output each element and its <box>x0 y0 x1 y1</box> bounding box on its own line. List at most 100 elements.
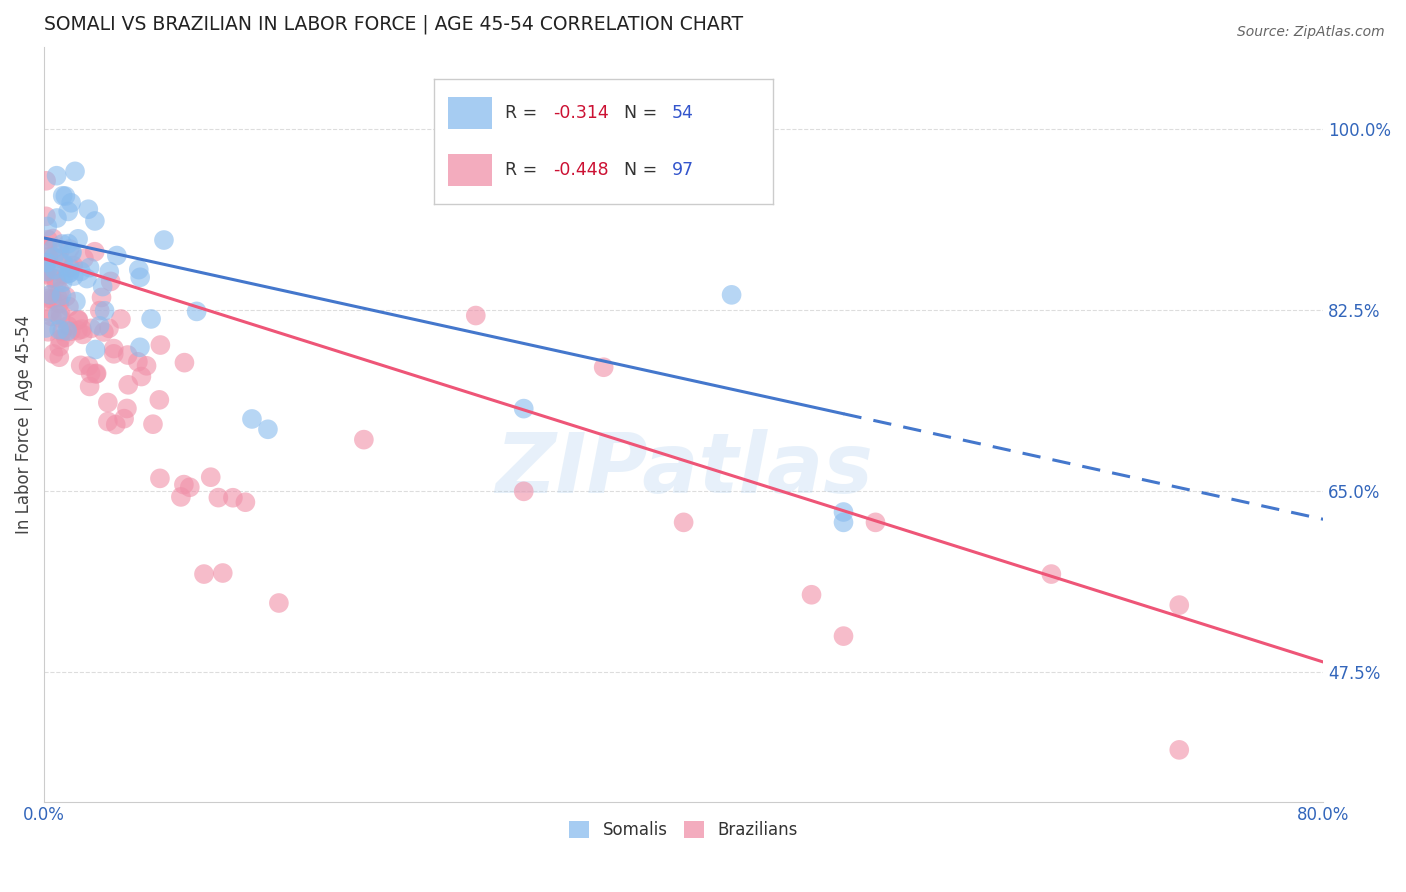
Point <box>35 210 58 224</box>
Point <box>39 305 62 319</box>
Point <box>55 330 77 344</box>
Point <box>84 367 107 381</box>
Point <box>79 260 101 275</box>
Point <box>45 277 67 291</box>
Point <box>77 202 100 217</box>
Point <box>79 379 101 393</box>
Point <box>38 287 60 301</box>
Point <box>100 274 122 288</box>
Point <box>105 248 128 262</box>
Point <box>84 343 107 357</box>
Point <box>112 411 135 425</box>
Point <box>131 369 153 384</box>
Point <box>129 340 152 354</box>
Point <box>1168 743 1191 757</box>
Point <box>46 308 69 322</box>
Point <box>832 629 855 643</box>
Point <box>103 342 125 356</box>
Point <box>211 566 233 580</box>
Point <box>222 491 245 505</box>
Point <box>35 264 58 278</box>
Point <box>1040 567 1063 582</box>
Point <box>35 321 58 335</box>
Y-axis label: In Labor Force | Age 45-54: In Labor Force | Age 45-54 <box>15 315 32 533</box>
Point <box>865 516 887 530</box>
Point <box>89 318 111 333</box>
Point <box>52 268 75 282</box>
Point <box>46 291 69 305</box>
Point <box>513 484 536 499</box>
Point <box>37 292 59 306</box>
Point <box>207 491 229 505</box>
Point <box>127 355 149 369</box>
Point <box>179 480 201 494</box>
Legend: Somalis, Brazilians: Somalis, Brazilians <box>562 814 804 847</box>
Point <box>91 279 114 293</box>
Point <box>93 303 115 318</box>
Point <box>52 276 75 290</box>
Point <box>51 288 73 302</box>
Point <box>97 395 120 409</box>
Point <box>672 516 695 530</box>
Point <box>1168 598 1191 612</box>
Point <box>720 288 742 302</box>
Point <box>42 347 65 361</box>
Point <box>90 290 112 304</box>
Point <box>59 263 82 277</box>
Point <box>86 367 108 381</box>
Point <box>103 347 125 361</box>
Point <box>60 245 83 260</box>
Point <box>142 417 165 432</box>
Point <box>49 332 72 346</box>
Point <box>58 242 80 256</box>
Point <box>55 189 77 203</box>
Point <box>139 312 162 326</box>
Point <box>153 233 176 247</box>
Point <box>56 204 79 219</box>
Point <box>55 289 77 303</box>
Point <box>464 309 486 323</box>
Point <box>58 267 80 281</box>
Point <box>513 401 536 416</box>
Point <box>98 264 121 278</box>
Point <box>39 288 62 302</box>
Point <box>41 310 63 324</box>
Point <box>173 356 195 370</box>
Point <box>59 324 82 338</box>
Point <box>97 321 120 335</box>
Point <box>42 242 65 256</box>
Point <box>62 259 84 273</box>
Point <box>65 294 87 309</box>
Point <box>48 350 70 364</box>
Point <box>170 490 193 504</box>
Point <box>89 303 111 318</box>
Point <box>77 359 100 373</box>
Point <box>149 471 172 485</box>
Point <box>49 307 72 321</box>
Point <box>67 313 90 327</box>
Point <box>42 250 65 264</box>
Point <box>37 241 59 255</box>
Point <box>115 401 138 416</box>
Point <box>97 415 120 429</box>
Point <box>37 219 59 234</box>
Point <box>832 505 855 519</box>
Point <box>35 264 58 278</box>
Point <box>48 252 70 266</box>
Point <box>104 417 127 432</box>
Point <box>41 271 63 285</box>
Point <box>240 412 263 426</box>
Text: SOMALI VS BRAZILIAN IN LABOR FORCE | AGE 45-54 CORRELATION CHART: SOMALI VS BRAZILIAN IN LABOR FORCE | AGE… <box>44 15 744 35</box>
Point <box>38 250 60 264</box>
Point <box>48 296 70 310</box>
Point <box>56 318 79 333</box>
Point <box>72 327 94 342</box>
Point <box>200 470 222 484</box>
Point <box>52 257 75 271</box>
Point <box>80 321 103 335</box>
Point <box>93 325 115 339</box>
Point <box>353 433 375 447</box>
Point <box>51 325 73 339</box>
Point <box>79 367 101 381</box>
Point <box>128 262 150 277</box>
